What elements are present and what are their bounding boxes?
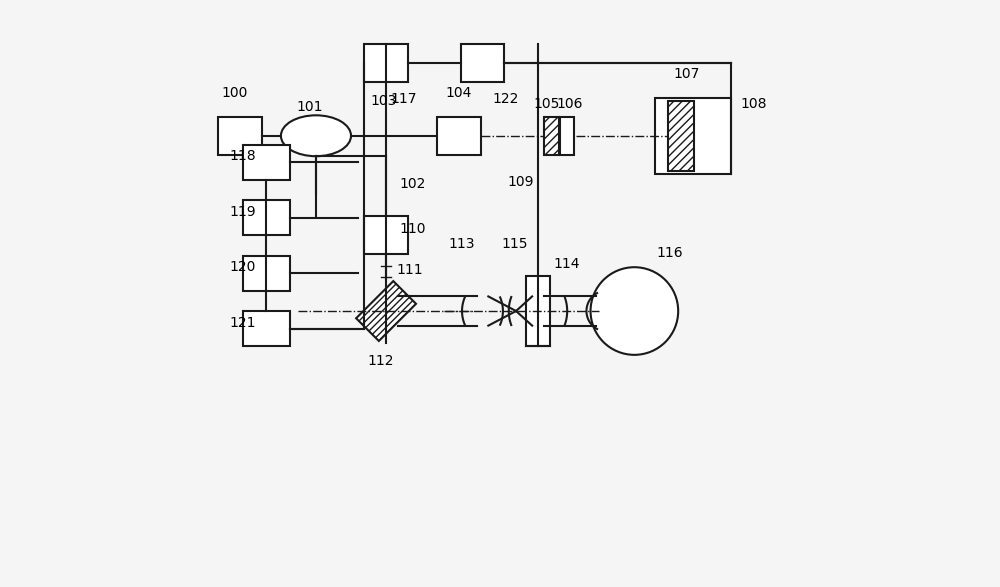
Text: 104: 104 xyxy=(446,86,472,100)
FancyBboxPatch shape xyxy=(243,200,290,235)
FancyBboxPatch shape xyxy=(668,101,694,171)
FancyBboxPatch shape xyxy=(364,44,408,82)
Text: 100: 100 xyxy=(221,86,247,100)
FancyBboxPatch shape xyxy=(364,216,408,254)
Ellipse shape xyxy=(281,115,351,156)
Text: 112: 112 xyxy=(367,354,393,367)
Text: 114: 114 xyxy=(554,257,580,271)
Text: 117: 117 xyxy=(390,92,417,106)
Text: 107: 107 xyxy=(674,68,700,82)
Text: 109: 109 xyxy=(507,176,534,190)
Text: 121: 121 xyxy=(230,316,256,330)
Text: 118: 118 xyxy=(230,149,256,163)
Text: 120: 120 xyxy=(230,260,256,274)
Text: 116: 116 xyxy=(656,245,683,259)
Text: 111: 111 xyxy=(396,263,423,277)
FancyBboxPatch shape xyxy=(243,144,290,180)
Text: 110: 110 xyxy=(399,222,426,236)
FancyBboxPatch shape xyxy=(243,255,290,291)
Text: 113: 113 xyxy=(449,237,475,251)
Text: 108: 108 xyxy=(741,97,767,110)
FancyBboxPatch shape xyxy=(356,281,416,341)
Text: 103: 103 xyxy=(370,94,396,107)
FancyBboxPatch shape xyxy=(243,311,290,346)
Text: 122: 122 xyxy=(493,92,519,106)
Text: 106: 106 xyxy=(557,97,583,110)
FancyBboxPatch shape xyxy=(218,117,262,155)
FancyBboxPatch shape xyxy=(526,276,550,346)
FancyBboxPatch shape xyxy=(437,117,481,155)
FancyBboxPatch shape xyxy=(544,117,559,155)
Text: 115: 115 xyxy=(501,237,528,251)
FancyBboxPatch shape xyxy=(655,98,731,174)
Text: 101: 101 xyxy=(297,100,323,113)
FancyBboxPatch shape xyxy=(461,44,504,82)
FancyBboxPatch shape xyxy=(560,117,574,155)
Ellipse shape xyxy=(591,267,678,355)
Text: 105: 105 xyxy=(534,97,560,110)
Text: 119: 119 xyxy=(230,205,256,219)
Text: 102: 102 xyxy=(399,177,426,191)
